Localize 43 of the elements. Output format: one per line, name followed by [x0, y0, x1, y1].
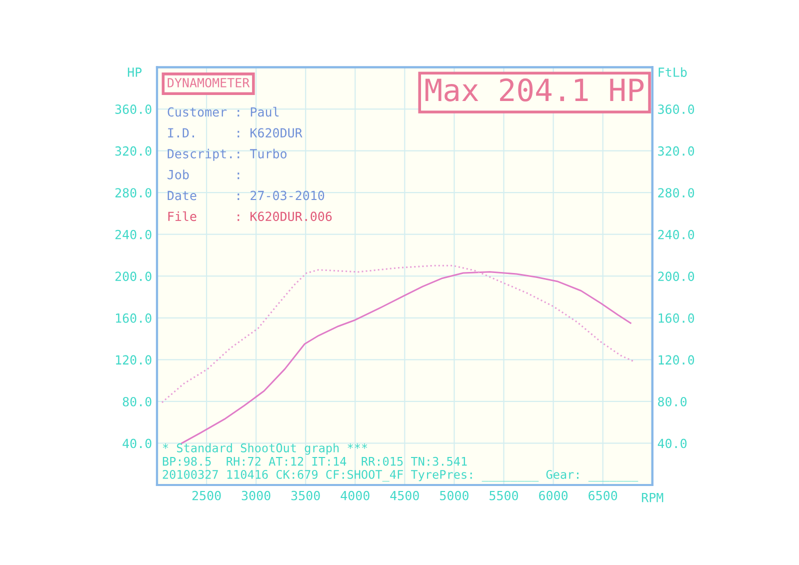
y-tick-label: 40.0: [122, 438, 152, 448]
x-tick-label: 4500: [390, 490, 419, 500]
line-series: [161, 264, 636, 404]
y2-tick-label: 360.0: [658, 104, 694, 114]
annotation: I.D. : K620DUR: [168, 128, 302, 138]
y2-tick-label: 280.0: [658, 188, 694, 198]
x-axis-title: RPM: [642, 492, 664, 502]
y2-tick-label: 40.0: [658, 438, 687, 448]
y-tick-label: 120.0: [116, 355, 152, 365]
annotation: BP:98.5 RH:72 AT:12 IT:14 RR:015 TN:3.541: [162, 456, 467, 466]
y-tick-label: 320.0: [115, 146, 152, 156]
y2-tick-label: 120.0: [658, 355, 694, 365]
x-tick-label: 5000: [440, 490, 468, 500]
x-tick-label: 2500: [192, 490, 221, 500]
x-tick-label: 6000: [539, 490, 568, 500]
x-tick-label: 4000: [340, 490, 370, 500]
y2-tick-label: 80.0: [658, 396, 687, 406]
annotation: Job :: [168, 170, 240, 180]
annotation: 20100327 110416 CK:679 CF:SHOOT_4F TyrePres: ________ Gear: _______: [162, 470, 638, 482]
y-axis-title: HP: [128, 68, 142, 77]
line-series: [181, 271, 632, 444]
x-tick-label: 5500: [490, 490, 518, 500]
chart-title: Max 204.1 HP: [425, 78, 644, 102]
y-tick-label: 80.0: [122, 396, 152, 406]
y2-tick-label: 320.0: [658, 146, 694, 156]
y2-tick-label: 200.0: [658, 272, 694, 282]
annotation: File : K620DUR.006: [168, 211, 332, 222]
y2-tick-label: 240.0: [658, 230, 694, 240]
annotation: * Standard ShootOut graph ***: [162, 443, 368, 455]
y-tick-label: 240.0: [115, 230, 152, 240]
annotation: Customer : Paul: [168, 106, 279, 117]
y-tick-label: 360.0: [115, 104, 152, 114]
x-tick-label: 3000: [242, 490, 270, 500]
y-tick-label: 200.0: [115, 272, 152, 282]
x-tick-label: 6500: [588, 490, 618, 500]
y2-tick-label: 160.0: [658, 313, 694, 323]
annotation: Date : 27-03-2010: [168, 190, 324, 200]
annotation: Descript.: Turbo: [168, 148, 286, 161]
y-tick-label: 280.0: [115, 188, 152, 198]
annotation: DYNAMOMETER: [168, 78, 250, 88]
y-tick-label: 160.0: [116, 313, 152, 323]
y2-axis-title: FtLb: [658, 67, 687, 77]
x-tick-label: 3500: [291, 490, 320, 500]
